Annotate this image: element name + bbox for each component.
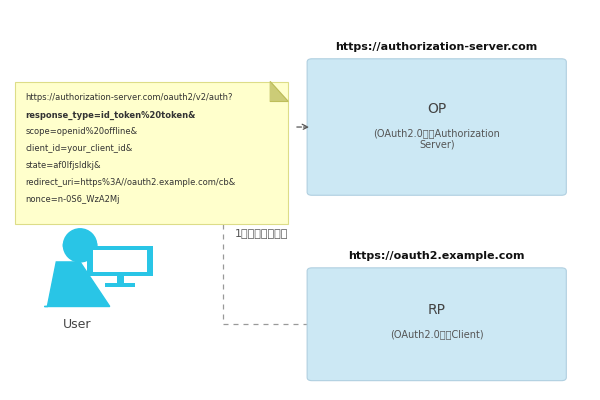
Polygon shape <box>44 262 110 306</box>
FancyBboxPatch shape <box>307 59 566 195</box>
Text: 1、申请认证请求: 1、申请认证请求 <box>235 228 288 238</box>
FancyBboxPatch shape <box>307 268 566 381</box>
Text: client_id=your_client_id&: client_id=your_client_id& <box>25 144 133 153</box>
Text: https://oauth2.example.com: https://oauth2.example.com <box>349 251 525 261</box>
Text: (OAuth2.0中的Client): (OAuth2.0中的Client) <box>390 329 484 339</box>
Text: (OAuth2.0中的Authorization
Server): (OAuth2.0中的Authorization Server) <box>373 128 500 150</box>
Text: User: User <box>63 318 91 331</box>
Text: OP: OP <box>427 102 446 116</box>
Text: response_type=id_token%20token&: response_type=id_token%20token& <box>25 110 196 120</box>
Text: https://authorization-server.com: https://authorization-server.com <box>335 42 538 52</box>
FancyBboxPatch shape <box>14 82 288 224</box>
Circle shape <box>64 234 97 256</box>
FancyBboxPatch shape <box>93 250 147 272</box>
Text: https://authorization-server.com/oauth2/v2/auth?: https://authorization-server.com/oauth2/… <box>25 94 233 102</box>
Ellipse shape <box>64 229 97 262</box>
Text: state=af0IfjsIdkj&: state=af0IfjsIdkj& <box>25 161 101 170</box>
Polygon shape <box>270 82 288 101</box>
FancyBboxPatch shape <box>87 246 153 276</box>
Text: nonce=n-0S6_WzA2Mj: nonce=n-0S6_WzA2Mj <box>25 195 120 204</box>
Text: redirect_uri=https%3A//oauth2.example.com/cb&: redirect_uri=https%3A//oauth2.example.co… <box>25 178 236 187</box>
FancyBboxPatch shape <box>116 275 124 284</box>
Text: RP: RP <box>428 304 446 318</box>
Text: scope=openid%20offline&: scope=openid%20offline& <box>25 128 137 136</box>
FancyBboxPatch shape <box>106 283 135 287</box>
